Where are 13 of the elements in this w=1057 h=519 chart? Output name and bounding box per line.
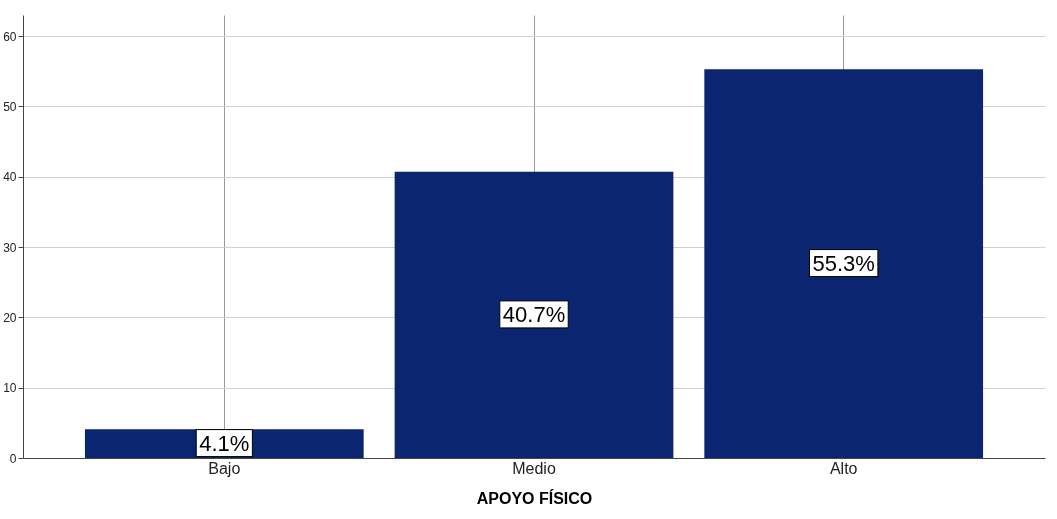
y-tick-label: 60 <box>3 29 17 44</box>
y-tick-label: 40 <box>3 170 17 185</box>
x-tick-label: Bajo <box>208 459 241 477</box>
y-tick-label: 30 <box>3 240 17 255</box>
y-tick-label: 20 <box>3 310 17 325</box>
y-tick-label: 10 <box>3 381 17 396</box>
x-axis-title: APOYO FÍSICO <box>476 488 593 507</box>
bar <box>704 69 984 458</box>
x-tick-label: Medio <box>512 459 556 477</box>
x-tick-label: Alto <box>829 459 858 477</box>
y-tick-label: 50 <box>3 99 17 114</box>
bar <box>394 171 674 458</box>
y-tick-label: 0 <box>9 451 17 466</box>
